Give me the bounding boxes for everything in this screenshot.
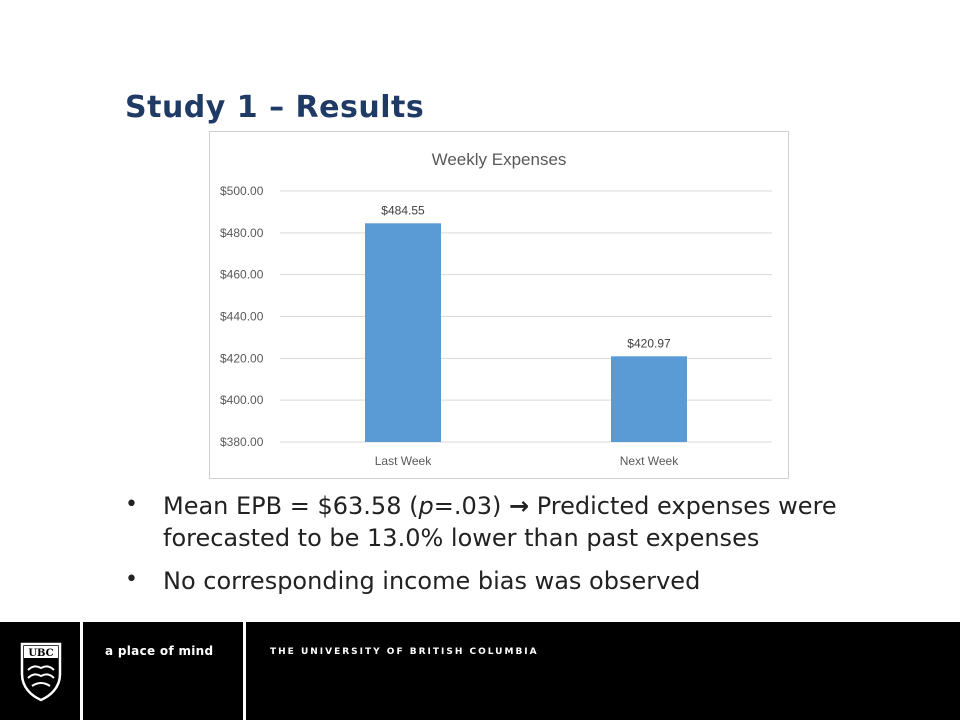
bar-last-week — [365, 223, 441, 442]
footer-tagline: a place of mind — [105, 644, 214, 658]
data-label: $484.55 — [381, 203, 425, 217]
chart-title: Weekly Expenses — [432, 150, 567, 169]
bar-chart: Weekly Expenses $380.00 $400.00 $420.00 $44… — [220, 150, 772, 468]
ubc-crest-logo: UBC — [20, 642, 62, 702]
data-label: $420.97 — [627, 336, 671, 350]
y-tick-label: $400.00 — [220, 393, 264, 407]
x-tick-label: Next Week — [620, 454, 679, 468]
bullet-list: Mean EPB = $63.58 (p=.03) → Predicted ex… — [125, 490, 925, 607]
p-symbol: p — [418, 492, 434, 520]
y-tick-label: $460.00 — [220, 268, 264, 282]
y-tick-label: $500.00 — [220, 184, 264, 198]
bullet-epb: Mean EPB = $63.58 (p=.03) → Predicted ex… — [125, 490, 925, 555]
bar-next-week — [611, 356, 687, 442]
arrow-icon: → — [508, 492, 530, 520]
y-tick-label: $440.00 — [220, 310, 264, 324]
bullet-income: No corresponding income bias was observe… — [125, 565, 925, 597]
y-tick-label: $420.00 — [220, 351, 264, 365]
bullet-epb-suffix: Predicted expenses were forecasted to be… — [163, 492, 837, 553]
footer-divider-2 — [243, 622, 246, 720]
x-tick-label: Last Week — [375, 454, 432, 468]
slide-title: Study 1 – Results — [125, 90, 425, 125]
bullet-epb-prefix: Mean EPB = $63.58 ( — [163, 492, 419, 520]
footer-bar: UBC a place of mind THE UNIVERSITY OF BR… — [0, 622, 960, 720]
bullet-epb-mid: =.03) — [433, 492, 509, 520]
chart-frame: Weekly Expenses $380.00 $400.00 $420.00 $44… — [209, 131, 789, 479]
logo-text: UBC — [28, 648, 53, 659]
y-tick-label: $480.00 — [220, 226, 264, 240]
y-tick-label: $380.00 — [220, 435, 264, 449]
footer-university-name: THE UNIVERSITY OF BRITISH COLUMBIA — [270, 647, 539, 657]
footer-divider-1 — [80, 622, 83, 720]
